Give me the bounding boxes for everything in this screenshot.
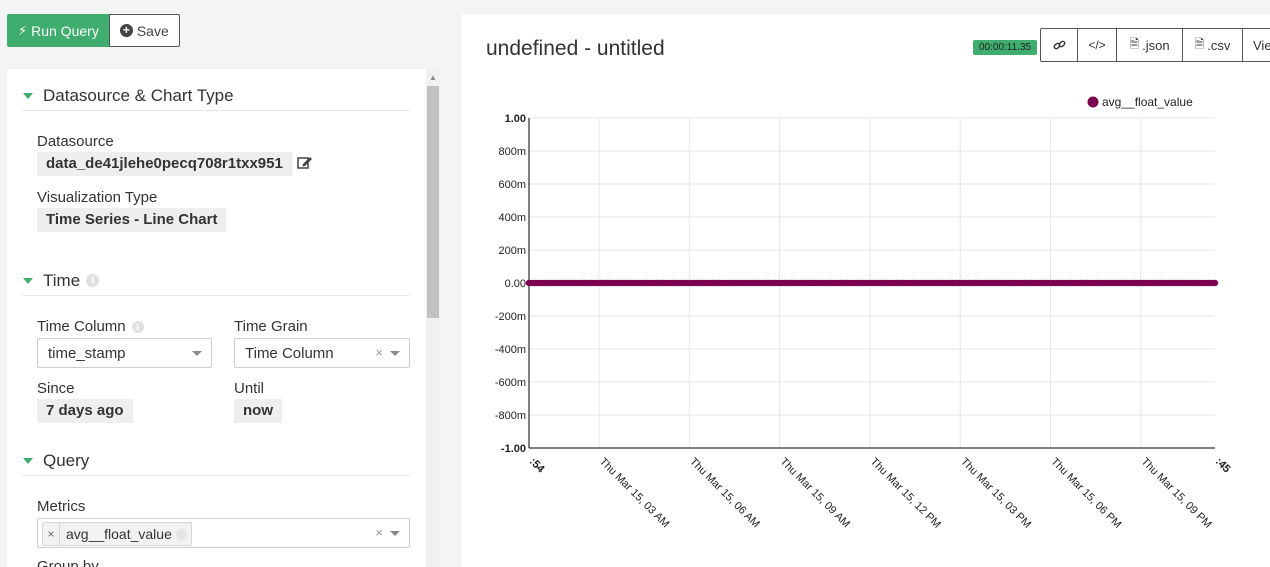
metrics-select[interactable]: × avg__float_value × xyxy=(37,518,410,548)
chart-panel: undefined - untitled 00:00:11.35 </> 🗎 .… xyxy=(462,14,1270,567)
datasource-label: Datasource xyxy=(37,133,114,150)
section-title: Datasource & Chart Type xyxy=(43,85,234,105)
view-label: Vie xyxy=(1253,37,1270,53)
bolt-icon: ⚡︎ xyxy=(18,22,28,38)
metrics-label: Metrics xyxy=(37,498,86,515)
section-title: Query xyxy=(43,450,90,470)
clear-icon[interactable]: × xyxy=(375,345,383,360)
x-tick-label: Thu Mar 15, 06 AM xyxy=(687,456,762,531)
info-icon xyxy=(175,529,187,540)
edit-datasource-icon[interactable] xyxy=(297,155,313,173)
x-tick-label: Thu Mar 15, 03 PM xyxy=(958,456,1033,531)
section-title: Time xyxy=(43,270,81,290)
x-tick-label: Thu Mar 15, 03 AM xyxy=(597,456,672,531)
scroll-thumb[interactable] xyxy=(427,86,439,318)
code-icon: </> xyxy=(1088,38,1106,52)
line-chart: 1.00 800m 600m 400m 200m 0.00 -200m -400m -600m -… xyxy=(495,95,1233,531)
time-grain-value: Time Column xyxy=(245,344,334,362)
plus-circle-icon: + xyxy=(119,24,133,37)
until-label: Until xyxy=(234,380,265,397)
y-tick-label: 400m xyxy=(498,212,526,224)
csv-button[interactable]: 🗎 .csv xyxy=(1183,28,1243,62)
x-tick-label: :45 xyxy=(1213,456,1233,476)
viz-type-label: Visualization Type xyxy=(37,189,158,206)
y-tick-label: 600m xyxy=(498,179,526,191)
datasource-value[interactable]: data_de41jlehe0pecq708r1txx951 xyxy=(37,152,292,176)
legend-label: avg__float_value xyxy=(1102,95,1193,109)
y-tick-label: -200m xyxy=(495,311,526,323)
scroll-up-arrow-icon[interactable]: ▲ xyxy=(429,73,437,82)
time-column-select[interactable]: time_stamp xyxy=(37,338,212,368)
time-grain-select[interactable]: Time Column × xyxy=(234,338,410,368)
chevron-down-icon xyxy=(390,351,400,356)
since-value[interactable]: 7 days ago xyxy=(37,399,133,423)
time-column-value: time_stamp xyxy=(48,344,126,362)
clear-icon[interactable]: × xyxy=(375,525,383,540)
chart-actions: </> 🗎 .json 🗎 .csv Vie xyxy=(1040,28,1270,62)
query-toolbar: ⚡︎ Run Query + Save xyxy=(7,14,180,47)
metric-chip: × avg__float_value xyxy=(42,522,192,546)
link-icon xyxy=(1053,40,1065,49)
y-tick-label: -1.00 xyxy=(501,443,526,455)
y-tick-label: -800m xyxy=(495,410,526,422)
chart-title: undefined - untitled xyxy=(486,37,665,60)
group-by-label: Group by xyxy=(37,558,99,567)
link-button[interactable] xyxy=(1040,28,1078,62)
embed-code-button[interactable]: </> xyxy=(1078,28,1117,62)
file-icon: 🗎 xyxy=(1194,36,1205,51)
section-header-datasource[interactable]: Datasource & Chart Type xyxy=(22,81,410,111)
legend-marker xyxy=(1087,96,1099,108)
section-header-time[interactable]: Time i xyxy=(22,266,410,296)
caret-down-icon xyxy=(23,92,33,99)
query-timer-badge: 00:00:11.35 xyxy=(973,40,1038,55)
control-panel-scrollbar[interactable]: ▲ xyxy=(426,69,440,567)
chevron-down-icon xyxy=(390,531,400,536)
x-tick-label: :54 xyxy=(527,456,547,476)
y-tick-label: -600m xyxy=(495,377,526,389)
save-button[interactable]: + Save xyxy=(108,14,180,47)
control-panel: Datasource & Chart Type Datasource data_… xyxy=(7,69,426,567)
csv-label: .csv xyxy=(1207,37,1231,53)
x-tick-label: Thu Mar 15, 12 PM xyxy=(868,456,943,531)
caret-down-icon xyxy=(23,457,33,464)
section-header-query[interactable]: Query xyxy=(22,446,410,476)
run-query-label: Run Query xyxy=(31,22,99,39)
x-tick-label: Thu Mar 15, 09 PM xyxy=(1139,456,1214,531)
y-tick-label: 800m xyxy=(498,146,526,158)
until-value[interactable]: now xyxy=(234,399,282,423)
chevron-down-icon xyxy=(192,351,202,356)
run-query-button[interactable]: ⚡︎ Run Query xyxy=(7,14,109,47)
time-grain-label: Time Grain xyxy=(234,318,308,335)
info-icon: i xyxy=(131,320,144,333)
file-icon: 🗎 xyxy=(1129,36,1140,51)
since-label: Since xyxy=(37,380,75,397)
remove-metric-icon[interactable]: × xyxy=(43,523,60,545)
viz-type-value[interactable]: Time Series - Line Chart xyxy=(37,208,227,232)
view-query-button[interactable]: Vie xyxy=(1243,28,1270,62)
info-icon: i xyxy=(86,274,100,287)
time-column-label: Time Column i xyxy=(37,318,144,335)
time-column-label-text: Time Column xyxy=(37,318,126,335)
json-button[interactable]: 🗎 .json xyxy=(1117,28,1183,62)
x-tick-label: Thu Mar 15, 09 AM xyxy=(777,456,852,531)
x-tick-label: Thu Mar 15, 06 PM xyxy=(1048,456,1123,531)
y-tick-label: 0.00 xyxy=(505,278,526,290)
series-point xyxy=(1211,279,1219,287)
y-tick-label: -400m xyxy=(495,344,526,356)
metric-chip-label: avg__float_value xyxy=(66,526,172,542)
caret-down-icon xyxy=(23,277,33,284)
y-tick-label: 200m xyxy=(498,245,526,257)
json-label: .json xyxy=(1142,37,1170,53)
save-label: Save xyxy=(136,22,169,39)
y-tick-label: 1.00 xyxy=(505,113,526,125)
